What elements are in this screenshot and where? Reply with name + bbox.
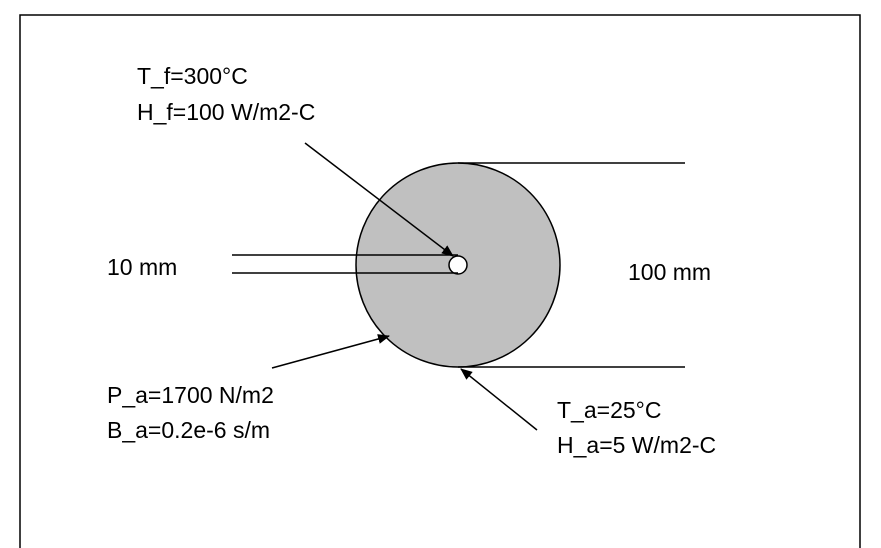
label: B_a=0.2e-6 s/m <box>107 417 270 443</box>
label: T_f=300°C <box>137 63 248 89</box>
label: 100 mm <box>628 259 711 285</box>
arrow <box>460 368 538 431</box>
arrow <box>271 334 390 369</box>
inner-hole <box>448 255 468 275</box>
label: P_a=1700 N/m2 <box>107 382 274 408</box>
arrow <box>304 142 454 257</box>
label: 10 mm <box>107 254 177 280</box>
label: T_a=25°C <box>557 397 661 423</box>
label: H_f=100 W/m2-C <box>137 99 315 125</box>
label: H_a=5 W/m2-C <box>557 432 716 458</box>
